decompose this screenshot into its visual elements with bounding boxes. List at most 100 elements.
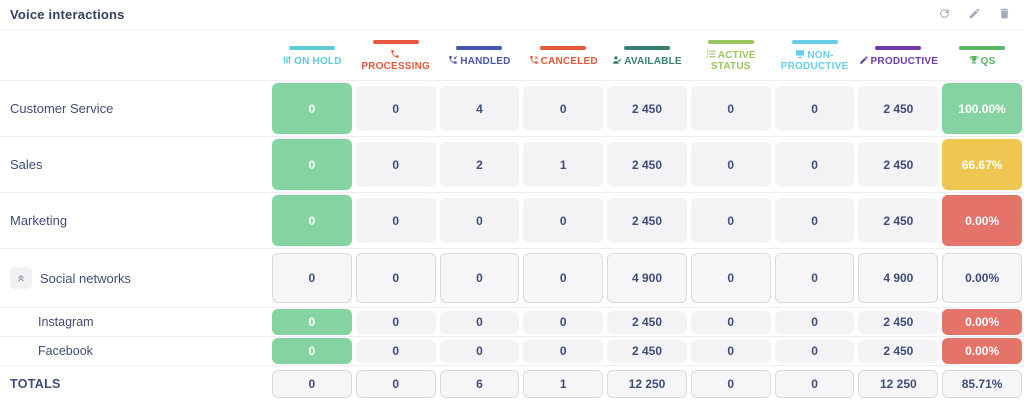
- refresh-button[interactable]: [936, 7, 952, 23]
- metric-cell-available: 12 250: [605, 366, 689, 401]
- chevrons-up-icon: [16, 271, 26, 286]
- metric-value: 0: [439, 253, 520, 303]
- metric-value: 0: [774, 198, 855, 243]
- collapse-group-button[interactable]: [10, 267, 32, 289]
- metric-cell-processing: 0: [354, 81, 438, 136]
- metric-cell-processing: 0: [354, 366, 438, 401]
- metric-cell-handled: 6: [438, 366, 522, 401]
- metric-cell-qs: 100.00%: [940, 81, 1024, 136]
- metric-cell-on_hold: 0: [270, 366, 354, 401]
- metric-cell-productive: 4 900: [856, 249, 940, 307]
- metric-value: 0: [774, 142, 855, 187]
- metric-cell-processing: 0: [354, 193, 438, 248]
- metric-value: 0: [774, 369, 855, 398]
- metric-cell-on_hold: 0: [270, 137, 354, 192]
- column-header-label: NON-PRODUCTIVE: [780, 50, 849, 72]
- metric-value: 0.00%: [942, 253, 1022, 303]
- row-label-cell: Sales: [0, 137, 270, 192]
- column-header-label: ON HOLD: [282, 55, 342, 67]
- metric-value: 85.71%: [942, 369, 1022, 398]
- metric-cell-on_hold: 0: [270, 193, 354, 248]
- metric-cell-available: 2 450: [605, 193, 689, 248]
- metric-value: 0: [272, 195, 352, 246]
- row-label: Customer Service: [10, 101, 114, 116]
- column-color-bar: [707, 40, 754, 44]
- metric-cell-canceled: 1: [521, 137, 605, 192]
- metric-value: 2 450: [858, 339, 939, 363]
- column-header-productive: PRODUCTIVE: [856, 30, 940, 80]
- metric-cell-productive: 2 450: [856, 337, 940, 365]
- metric-value: 1: [523, 369, 604, 398]
- metric-value: 2: [439, 142, 520, 187]
- metric-value: 0: [523, 198, 604, 243]
- metric-value: 0: [272, 83, 352, 134]
- label-column-spacer: [0, 30, 270, 80]
- column-color-bar: [791, 40, 838, 44]
- column-color-bar: [456, 45, 503, 50]
- metric-cell-processing: 0: [354, 337, 438, 365]
- metric-value: 0: [690, 253, 771, 303]
- metric-cell-handled: 4: [438, 81, 522, 136]
- metric-value: 0: [439, 310, 520, 334]
- metric-value: 1: [523, 142, 604, 187]
- metric-value: 0: [272, 338, 352, 364]
- phone-incoming-icon: [448, 55, 460, 67]
- metric-cell-available: 2 450: [605, 137, 689, 192]
- column-header-label: PROCESSING: [356, 49, 436, 72]
- metric-value: 0: [272, 139, 352, 190]
- table-row-sales: Sales 0 0 2 1 2 450 0 0 2 450 66.67%: [0, 136, 1024, 192]
- metric-cell-available: 4 900: [605, 249, 689, 307]
- column-header-row: ON HOLD PROCESSING HANDLED CANCELED AVAILABL…: [0, 30, 1024, 80]
- metric-cell-productive: 2 450: [856, 193, 940, 248]
- metric-cell-non_productive: 0: [773, 81, 857, 136]
- column-color-bar: [959, 45, 1006, 50]
- column-header-label: HANDLED: [448, 55, 510, 67]
- metric-value: 12 250: [607, 369, 687, 398]
- metric-cell-canceled: 0: [521, 337, 605, 365]
- metric-value: 0: [439, 198, 520, 243]
- metric-cell-qs: 0.00%: [940, 337, 1024, 365]
- metric-value: 0: [774, 310, 855, 334]
- metric-value: 2 450: [858, 142, 939, 187]
- metric-value: 0: [272, 253, 352, 303]
- column-color-bar: [540, 45, 587, 50]
- metric-cell-active_status: 0: [689, 137, 773, 192]
- edit-button[interactable]: [966, 7, 982, 23]
- metric-cell-canceled: 0: [521, 193, 605, 248]
- metric-cell-non_productive: 0: [773, 249, 857, 307]
- row-label-cell: TOTALS: [0, 366, 270, 401]
- metric-value: 0: [690, 369, 771, 398]
- column-header-canceled: CANCELED: [521, 30, 605, 80]
- metric-value: 0: [690, 339, 771, 363]
- metric-value: 2 450: [607, 310, 687, 334]
- metric-cell-processing: 0: [354, 137, 438, 192]
- table-row-social-networks: Social networks 0 0 0 0 4 900 0 0 4 900 0.00%: [0, 248, 1024, 307]
- column-color-bar: [288, 45, 335, 50]
- user-check-icon: [612, 55, 624, 67]
- metric-value: 0.00%: [942, 309, 1022, 335]
- row-label-cell: Social networks: [0, 249, 270, 307]
- metric-value: 2 450: [607, 339, 687, 363]
- metric-cell-non_productive: 0: [773, 308, 857, 336]
- metric-value: 2 450: [858, 198, 939, 243]
- sliders-icon: [282, 55, 294, 67]
- metric-cell-on_hold: 0: [270, 337, 354, 365]
- refresh-icon: [938, 7, 951, 23]
- metric-value: 0: [690, 198, 771, 243]
- metric-value: 0: [774, 339, 855, 363]
- metric-cell-canceled: 0: [521, 81, 605, 136]
- metric-cell-qs: 66.67%: [940, 137, 1024, 192]
- metric-value: 2 450: [858, 86, 939, 131]
- metric-cell-non_productive: 0: [773, 193, 857, 248]
- metric-cell-on_hold: 0: [270, 81, 354, 136]
- column-header-label: CANCELED: [529, 55, 598, 67]
- column-header-non_productive: NON-PRODUCTIVE: [773, 30, 857, 80]
- metric-value: 66.67%: [942, 139, 1022, 190]
- metric-cell-processing: 0: [354, 249, 438, 307]
- delete-button[interactable]: [996, 7, 1012, 23]
- metric-cell-qs: 0.00%: [940, 308, 1024, 336]
- column-header-available: AVAILABLE: [605, 30, 689, 80]
- metric-cell-on_hold: 0: [270, 308, 354, 336]
- metric-value: 0: [774, 253, 855, 303]
- metric-cell-available: 2 450: [605, 337, 689, 365]
